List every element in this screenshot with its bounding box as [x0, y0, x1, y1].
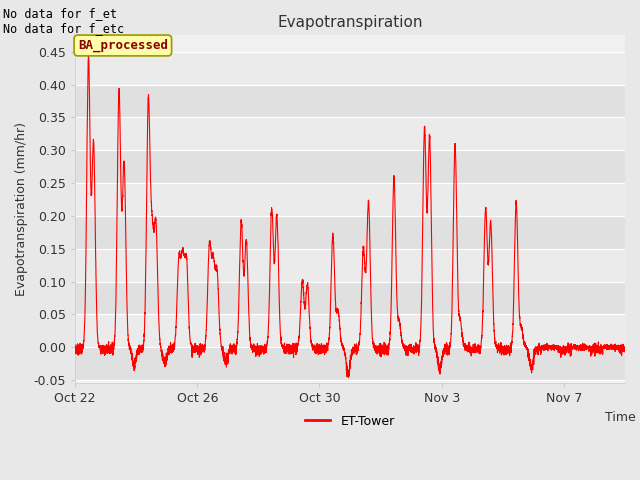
Text: BA_processed: BA_processed	[78, 39, 168, 52]
Bar	[75, 52, 625, 84]
Y-axis label: Evapotranspiration (mm/hr): Evapotranspiration (mm/hr)	[15, 122, 28, 296]
Bar	[75, 347, 625, 380]
Bar	[75, 118, 625, 150]
Title: Evapotranspiration: Evapotranspiration	[277, 15, 423, 30]
Bar	[75, 150, 625, 183]
Bar	[75, 282, 625, 314]
Bar	[75, 314, 625, 347]
Bar	[75, 216, 625, 249]
Text: No data for f_et
No data for f_etc: No data for f_et No data for f_etc	[3, 7, 124, 35]
Bar	[75, 183, 625, 216]
Bar	[75, 249, 625, 282]
Legend: ET-Tower: ET-Tower	[300, 410, 399, 433]
X-axis label: Time: Time	[605, 411, 636, 424]
Bar	[75, 84, 625, 118]
